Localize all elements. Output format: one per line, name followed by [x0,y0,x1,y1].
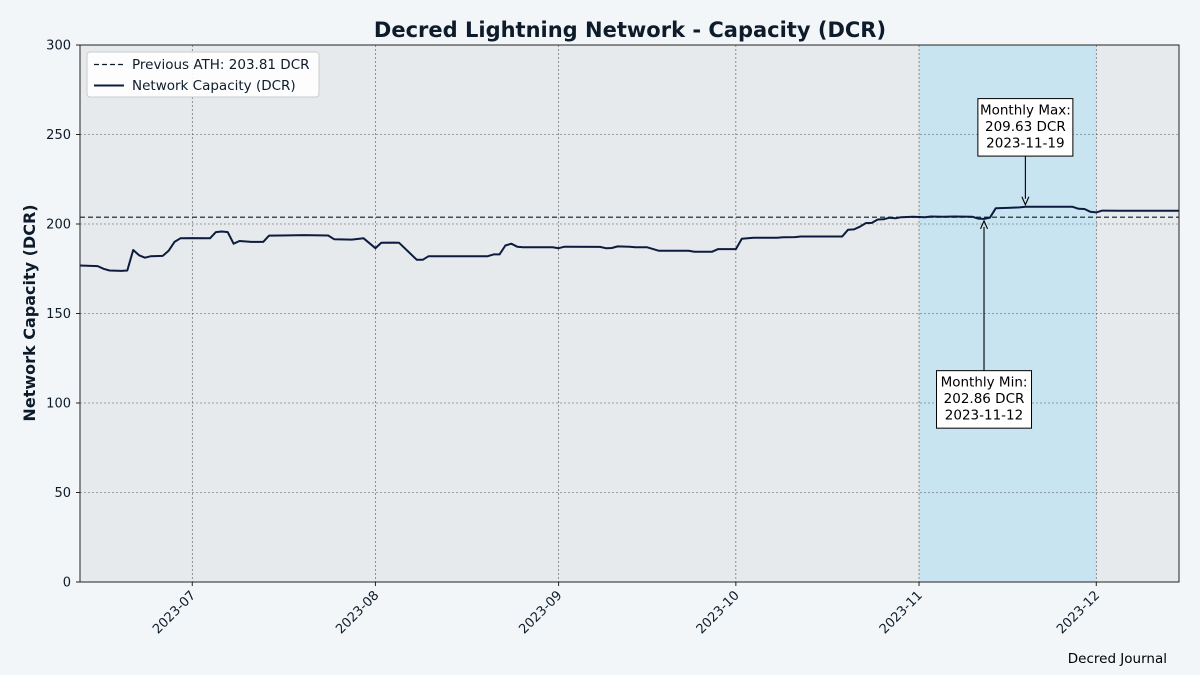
legend-label-ath: Previous ATH: 203.81 DCR [132,57,310,73]
annotation-text-min: 2023-11-12 [945,408,1023,424]
y-tick-label: 250 [46,128,71,143]
annotation-box-max [977,98,1074,157]
annotation-text-max: 2023-11-19 [986,136,1064,152]
annotation-text-max: 209.63 DCR [985,119,1066,135]
y-tick-label: 100 [46,397,71,412]
y-tick-label: 200 [46,218,71,233]
x-tick-label: 2023-12 [1054,588,1103,637]
y-tick-label: 300 [46,39,71,54]
x-tick-label: 2023-07 [150,588,199,637]
annotation-arrowhead-min [980,219,989,230]
y-tick-label: 150 [46,307,71,322]
y-tick-label: 0 [63,576,71,591]
x-tick-label: 2023-08 [333,588,382,637]
x-tick-label: 2023-11 [877,588,926,637]
annotation-text-min: 202.86 DCR [944,391,1025,407]
x-tick-label: 2023-10 [694,588,743,637]
legend: Previous ATH: 203.81 DCR Network Capacit… [86,51,320,98]
annotation-text-max: Monthly Max: [980,103,1071,119]
legend-label-capacity: Network Capacity (DCR) [132,78,296,94]
x-tick-label: 2023-09 [516,588,565,637]
grid-lines [80,45,1179,582]
y-axis-label: Network Capacity (DCR) [20,204,39,421]
annotation-text-min: Monthly Min: [941,375,1028,391]
y-tick-label: 50 [54,486,71,501]
annotation-box-min [936,370,1033,429]
series-line-network-capacity [79,205,1179,272]
chart-title: Decred Lightning Network - Capacity (DCR… [374,18,886,42]
legend-box [86,51,320,98]
credit-text: Decred Journal [1068,651,1167,667]
annotation-arrowhead-max [1021,196,1030,207]
